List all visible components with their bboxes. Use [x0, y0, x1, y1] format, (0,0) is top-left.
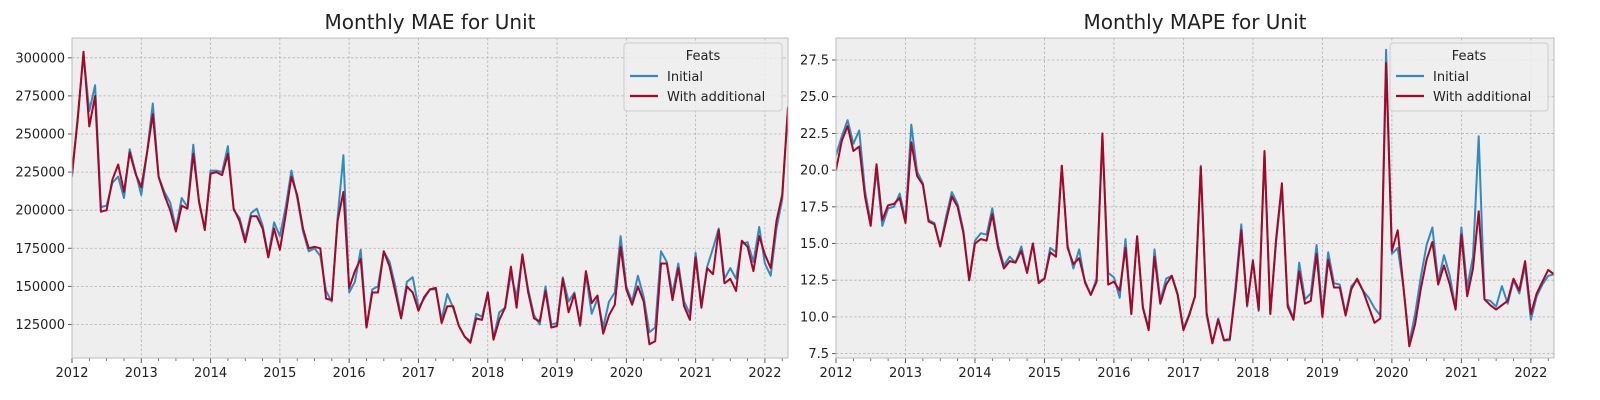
- chart-panel-2: Monthly MAPE for Unit 7.5 10.0 12.5 15.0 17.5…: [800, 10, 1555, 381]
- legend-label-initial: Initial: [667, 70, 703, 85]
- x-tick-label: 2018: [1236, 366, 1269, 381]
- x-tick-label: 2019: [541, 366, 574, 381]
- legend: Feats Initial With additional: [1389, 42, 1549, 112]
- y-tick-label: 175000: [15, 242, 65, 257]
- legend-title: Feats: [1452, 49, 1487, 64]
- y-tick-label: 275000: [15, 89, 65, 104]
- legend-box: [623, 42, 783, 112]
- x-tick-label: 2016: [1097, 366, 1130, 381]
- legend-box: [1389, 42, 1549, 112]
- y-tick-label: 20.0: [800, 164, 829, 179]
- legend-label-initial: Initial: [1433, 70, 1469, 85]
- chart-panel-1: Monthly MAE for Unit 125000 150000 175000 20…: [15, 10, 789, 381]
- x-tick-label: 2017: [402, 366, 435, 381]
- x-tick-label: 2020: [1375, 366, 1408, 381]
- x-tick-label: 2020: [610, 366, 643, 381]
- x-tick-label: 2021: [679, 366, 712, 381]
- x-tick-label: 2015: [1028, 366, 1061, 381]
- series-line-additional: [836, 62, 1554, 348]
- y-tick-label: 25.0: [800, 90, 829, 105]
- legend-title: Feats: [686, 49, 721, 64]
- y-tick-label: 10.0: [800, 310, 829, 325]
- y-tick-label: 17.5: [800, 200, 829, 215]
- x-tick-label: 2013: [125, 366, 158, 381]
- axes-frame: [835, 37, 1555, 359]
- y-tick-label: 27.5: [800, 54, 829, 69]
- chart-title: Monthly MAPE for Unit: [1084, 10, 1307, 34]
- x-tick-label: 2022: [1514, 366, 1547, 381]
- x-tick-label: 2014: [194, 366, 227, 381]
- chart-title: Monthly MAE for Unit: [325, 10, 536, 34]
- x-tick-label: 2014: [958, 366, 991, 381]
- legend-label-additional: With additional: [1433, 90, 1531, 105]
- x-tick-label: 2018: [471, 366, 504, 381]
- x-tick-label: 2021: [1445, 366, 1478, 381]
- axes-frame: [71, 37, 789, 359]
- x-tick-label: 2015: [263, 366, 296, 381]
- x-tick-label: 2017: [1167, 366, 1200, 381]
- series-line-additional: [72, 50, 788, 346]
- y-tick-label: 22.5: [800, 127, 829, 142]
- x-tick-label: 2012: [55, 366, 88, 381]
- x-tick-label: 2012: [819, 366, 852, 381]
- y-tick-label: 250000: [15, 128, 65, 143]
- legend: Feats Initial With additional: [623, 42, 783, 112]
- y-tick-label: 300000: [15, 51, 65, 66]
- y-tick-label: 7.5: [808, 347, 829, 362]
- y-tick-label: 200000: [15, 204, 65, 219]
- y-tick-label: 12.5: [800, 274, 829, 289]
- legend-label-additional: With additional: [667, 90, 765, 105]
- y-tick-label: 150000: [15, 280, 65, 295]
- x-tick-label: 2022: [748, 366, 781, 381]
- x-tick-label: 2019: [1306, 366, 1339, 381]
- x-tick-label: 2013: [889, 366, 922, 381]
- x-tick-label: 2016: [333, 366, 366, 381]
- y-tick-label: 125000: [15, 318, 65, 333]
- y-tick-label: 15.0: [800, 237, 829, 252]
- y-tick-label: 225000: [15, 166, 65, 181]
